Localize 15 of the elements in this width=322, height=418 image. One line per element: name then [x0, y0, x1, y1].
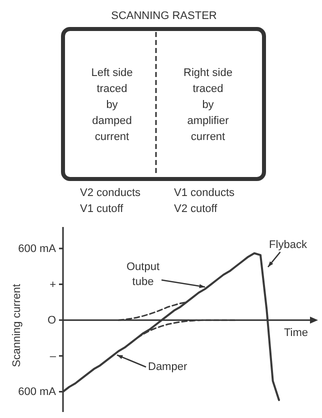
y-tick-label: O [47, 314, 56, 327]
y-tick-label: 600 mA [18, 386, 57, 398]
text: Right side traced by amplifier current [184, 67, 232, 143]
text: SCANNING RASTER [111, 10, 217, 22]
y-tick-label: 600 mA [18, 243, 57, 256]
text: V2 conducts V1 cutoff [80, 187, 142, 215]
annotation: Output tube [126, 261, 160, 288]
annotation: Damper [148, 361, 188, 373]
y-tick-label: – [50, 350, 57, 362]
x-axis-title: Time [284, 327, 308, 340]
y-axis-title: Scanning current [11, 284, 23, 368]
annotation: Flyback [269, 239, 308, 251]
y-tick-label: + [50, 278, 56, 291]
text: Left side traced by damped current [91, 67, 133, 143]
text: V1 conducts V2 cutoff [174, 187, 236, 215]
